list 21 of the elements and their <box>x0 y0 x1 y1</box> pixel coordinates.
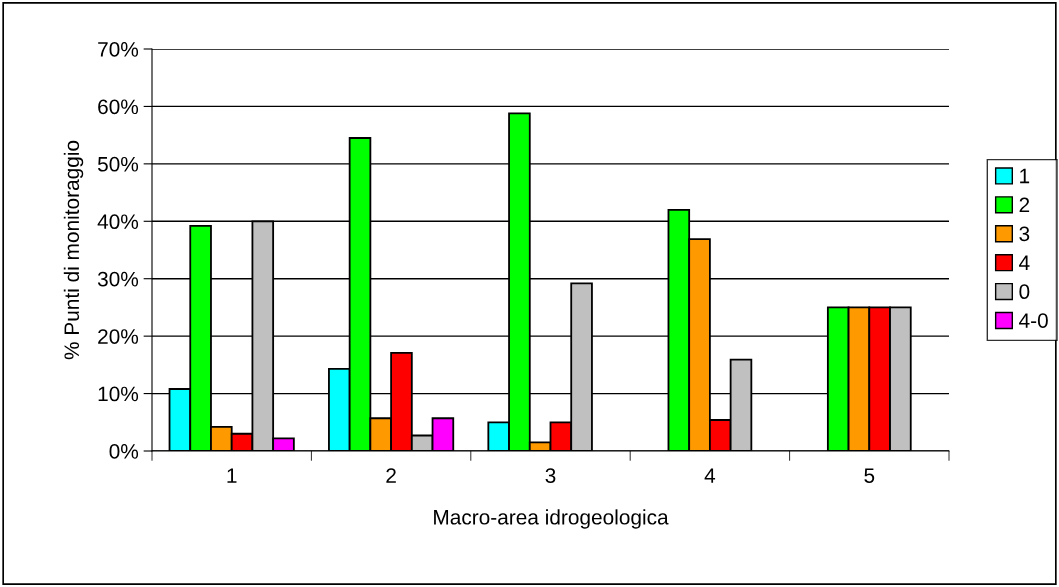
legend-label: 4-0 <box>1019 313 1048 328</box>
x-tick-label: 5 <box>864 468 875 483</box>
y-axis-title: % Punti di monitoraggio <box>63 140 84 360</box>
y-tick-label: 0% <box>109 444 139 459</box>
legend-label: 2 <box>1019 197 1030 213</box>
y-tick-label: 70% <box>98 42 139 57</box>
y-tick-label: 60% <box>98 99 139 115</box>
legend-label: 4 <box>1019 255 1030 270</box>
legend-label: 0 <box>1019 284 1030 300</box>
y-tick-label: 20% <box>98 329 139 344</box>
legend-label: 1 <box>1020 168 1030 184</box>
y-tick-label: 50% <box>97 156 139 172</box>
y-tick-label: 40% <box>97 214 139 230</box>
y-tick-label: 10% <box>98 386 139 402</box>
x-tick-label: 1 <box>227 468 237 483</box>
x-tick-label: 2 <box>386 468 396 483</box>
legend-label: 3 <box>1019 226 1030 242</box>
x-tick-label: 4 <box>704 468 716 483</box>
y-tick-label: 30% <box>97 271 139 287</box>
x-tick-label: 3 <box>545 468 556 483</box>
x-axis-title: Macro-area idrogeologica <box>434 509 669 529</box>
